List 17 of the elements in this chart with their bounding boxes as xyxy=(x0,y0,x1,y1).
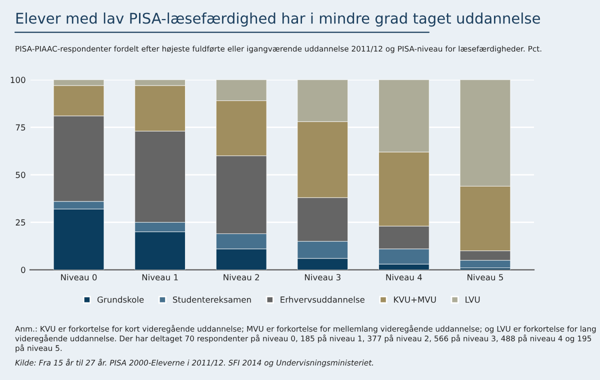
y-tick-label: 75 xyxy=(16,124,26,131)
y-tick-label: 100 xyxy=(10,76,26,84)
legend-label: LVU xyxy=(466,296,480,303)
chart-title: Elever med lav PISA-læsefærdighed har i mindre grad taget uddannelse xyxy=(16,12,540,27)
x-tick-label: Niveau 3 xyxy=(304,274,340,280)
x-tick-label: Niveau 5 xyxy=(468,274,503,280)
x-tick-label: Niveau 1 xyxy=(142,274,178,280)
x-tick-label: Niveau 2 xyxy=(224,274,259,280)
y-tick-label: 25 xyxy=(16,219,26,226)
y-tick-label: 50 xyxy=(16,172,26,178)
x-tick-label: Niveau 0 xyxy=(61,274,97,280)
x-tick-label: Niveau 4 xyxy=(386,274,422,280)
legend-label: KVU+MVU xyxy=(394,296,436,303)
legend-label: Erhvervsuddannelse xyxy=(280,296,364,303)
legend-label: Grundskole xyxy=(97,296,144,303)
legend-label: Studentereksamen xyxy=(173,296,251,303)
y-tick-label: 0 xyxy=(21,266,26,274)
